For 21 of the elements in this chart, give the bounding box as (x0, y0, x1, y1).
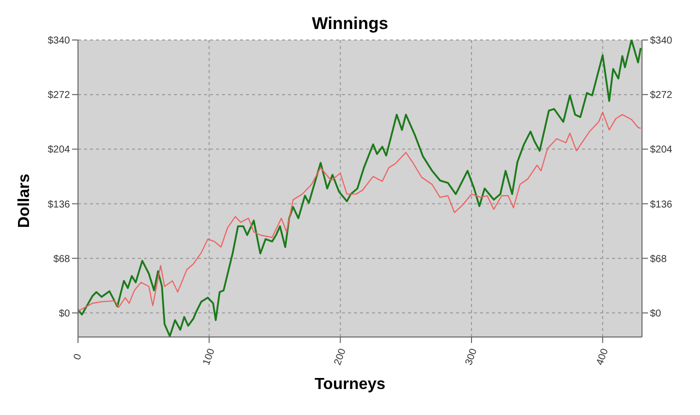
y-tick-label: $272 (48, 90, 70, 102)
y-tick-label: $68 (53, 254, 70, 265)
y2-tick-label: $136 (650, 199, 673, 210)
y-tick-label: $204 (48, 144, 70, 156)
line-series (78, 112, 642, 312)
y2-tick-label: $68 (650, 254, 668, 265)
y-tick-label: $340 (48, 36, 70, 47)
y-tick-label: $0 (58, 308, 70, 320)
y2-tick-label: $0 (650, 308, 662, 320)
x-tick-label: 100 (201, 346, 218, 367)
y2-tick-label: $204 (650, 144, 673, 156)
y-tick-label: $136 (48, 199, 70, 210)
x-axis-title: Tourneys (314, 376, 386, 394)
y2-tick-label: $272 (650, 90, 673, 102)
x-tick-label: 300 (464, 346, 480, 367)
x-tick-label: 200 (332, 346, 349, 367)
x-tick-label: 0 (72, 352, 84, 362)
y-axis-title: Dollars (16, 174, 33, 228)
x-tick-label: 400 (594, 346, 611, 367)
chart-title: Winnings (310, 14, 390, 34)
y2-tick-label: $340 (650, 36, 673, 47)
